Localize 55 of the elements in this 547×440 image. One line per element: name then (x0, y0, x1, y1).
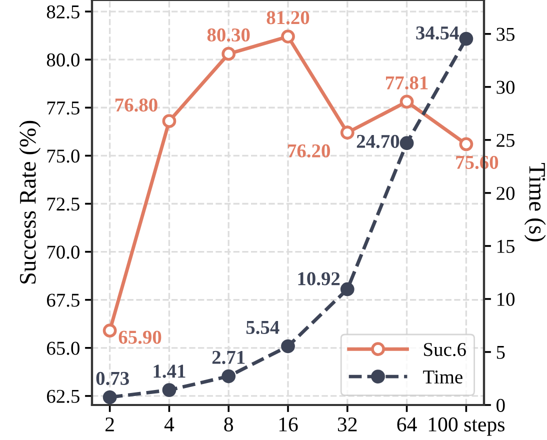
y-tick-label: 80.0 (46, 53, 80, 67)
y-tick-label: 65.0 (47, 342, 80, 355)
point (222, 369, 236, 384)
x-tick-label: 2 (106, 417, 114, 432)
y2-tick-label: 30 (496, 80, 515, 94)
y2-tick-label: 35 (496, 28, 514, 41)
point (340, 282, 354, 296)
point (340, 126, 354, 140)
y-tick-label: 70.0 (47, 246, 80, 259)
legend-label: Time (423, 370, 462, 384)
data-label: 5.54 (246, 320, 280, 334)
x-tick-label: 16 (279, 417, 298, 432)
point (281, 30, 295, 44)
x-tick-label: 100 steps (428, 417, 504, 436)
data-label: 1.41 (154, 364, 186, 378)
y2-axis-title: Time (s) (524, 163, 546, 242)
data-label: 2.71 (212, 350, 245, 364)
x-tick-label: 64 (397, 417, 417, 432)
y-tick-label: 75.0 (47, 150, 80, 163)
y-tick-label: 67.5 (47, 294, 80, 307)
point (162, 114, 176, 128)
point (281, 339, 295, 354)
y-tick-label: 82.5 (46, 5, 80, 19)
y-axis-title: Success Rate (%) (19, 120, 41, 284)
data-label: 76.20 (288, 144, 330, 158)
point (459, 137, 474, 152)
data-label: 10.92 (298, 272, 340, 286)
legend-label: Suc.6 (424, 343, 466, 356)
data-label: 0.73 (96, 372, 129, 386)
data-label: 81.20 (266, 11, 310, 24)
y2-tick-label: 15 (498, 240, 514, 253)
y2-tick-label: 20 (496, 186, 515, 200)
y2-tick-label: 0 (496, 398, 505, 412)
point (459, 32, 474, 46)
y2-tick-label: 5 (496, 346, 505, 359)
data-label: 76.80 (115, 98, 158, 112)
x-tick-label: 4 (164, 418, 174, 432)
point (400, 94, 414, 109)
data-label: 80.30 (207, 28, 250, 42)
y2-tick-label: 25 (496, 134, 514, 147)
data-label: 34.54 (416, 26, 459, 40)
point (222, 46, 236, 61)
y-tick-label: 72.5 (47, 198, 80, 211)
data-label: 24.70 (356, 134, 400, 148)
y-tick-label: 77.5 (47, 102, 80, 115)
x-tick-label: 32 (338, 417, 357, 432)
point (102, 324, 117, 338)
point (102, 390, 117, 404)
data-label: 65.90 (118, 330, 162, 344)
point (400, 136, 414, 150)
x-tick-label: 8 (224, 417, 234, 432)
y-tick-label: 62.5 (47, 390, 80, 403)
y2-tick-label: 10 (498, 292, 515, 306)
point (162, 383, 176, 397)
data-label: 77.81 (386, 76, 428, 90)
